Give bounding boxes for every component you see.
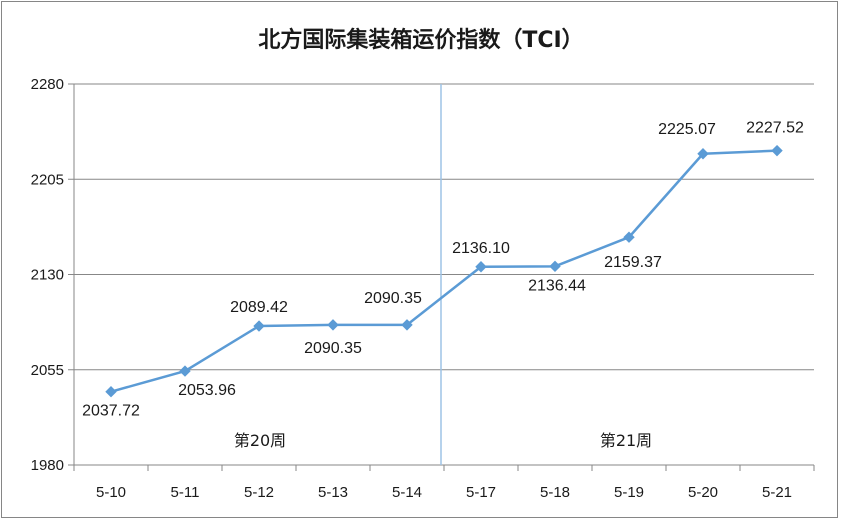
- data-point-marker: [179, 365, 191, 377]
- data-label: 2225.07: [658, 121, 716, 138]
- data-labels: 2037.72 2053.96 2089.42 2090.35 2090.35 2136.…: [82, 120, 804, 420]
- data-point-marker: [327, 319, 339, 331]
- series-polyline: [110, 149, 778, 393]
- week-label-20: 第20周: [234, 431, 286, 450]
- week-label-21: 第21周: [600, 431, 652, 450]
- data-point-marker: [105, 385, 117, 398]
- data-label: 2136.44: [528, 277, 586, 294]
- data-point-marker: [549, 260, 561, 273]
- data-label: 2090.35: [304, 340, 362, 357]
- x-tick-label: 5-19: [614, 484, 644, 501]
- y-tick-label: 2205: [31, 171, 64, 188]
- series-line: [110, 149, 778, 393]
- x-tick-label: 5-17: [466, 484, 496, 501]
- x-tick-label: 5-10: [96, 484, 126, 501]
- data-point-marker: [697, 148, 709, 160]
- y-tick-label: 2280: [31, 76, 64, 93]
- data-label: 2159.37: [604, 254, 662, 271]
- data-label: 2090.35: [364, 290, 422, 307]
- grid-lines: [68, 83, 814, 466]
- data-point-marker: [401, 319, 413, 331]
- y-axis-ticks: 1980 2055 2130 2205 2280: [31, 76, 64, 474]
- data-label: 2053.96: [178, 382, 236, 399]
- x-axis-ticks: 5-10 5-11 5-12 5-13 5-14 5-17 5-18 5-19 5-20 5-21: [73, 465, 815, 501]
- data-label: 2136.10: [452, 240, 510, 257]
- data-point-marker: [475, 261, 487, 273]
- data-label: 2227.52: [746, 120, 804, 137]
- data-label: 2037.72: [82, 403, 140, 420]
- y-tick-label: 2055: [31, 362, 64, 379]
- chart-title: 北方国际集装箱运价指数（TCI）: [258, 27, 583, 53]
- data-point-marker: [771, 144, 783, 157]
- y-tick-label: 1980: [31, 457, 64, 474]
- x-tick-label: 5-13: [318, 484, 348, 501]
- data-point-marker: [623, 231, 635, 243]
- y-tick-label: 2130: [31, 267, 64, 284]
- x-tick-label: 5-20: [688, 484, 718, 501]
- x-tick-label: 5-14: [392, 484, 422, 501]
- x-tick-label: 5-21: [762, 484, 792, 501]
- data-point-marker: [253, 320, 265, 332]
- data-label: 2089.42: [230, 299, 288, 316]
- x-tick-label: 5-12: [244, 484, 274, 501]
- series-points: [105, 144, 783, 398]
- x-tick-label: 5-18: [540, 484, 570, 501]
- x-tick-label: 5-11: [171, 484, 200, 501]
